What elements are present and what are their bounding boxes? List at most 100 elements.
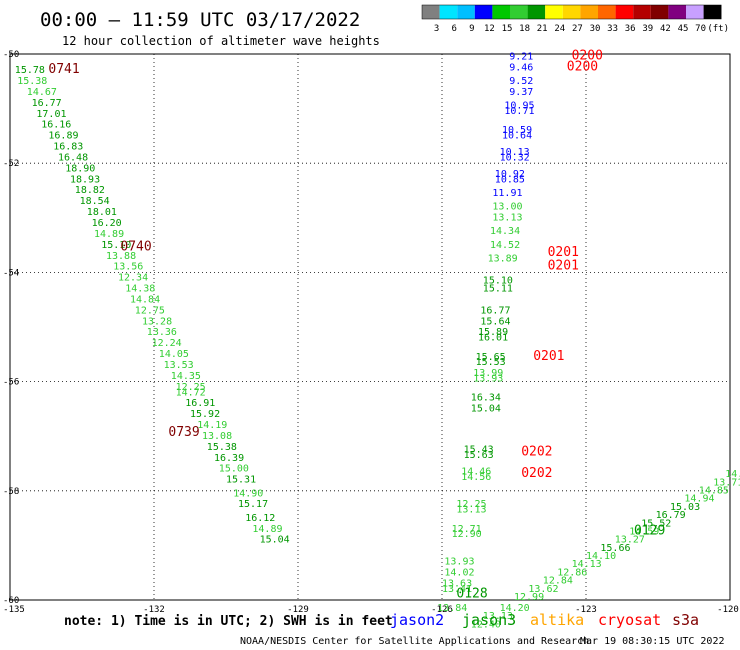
wave-height-label: 16.34	[471, 393, 501, 404]
scale-swatch	[615, 5, 634, 19]
wave-height-label: 12.71	[452, 524, 482, 535]
pass-time-label: 0200	[572, 48, 603, 63]
wave-height-label: 14.84	[130, 294, 160, 305]
wave-height-label: 15.04	[260, 535, 290, 546]
wave-height-label: 12.84	[543, 576, 573, 587]
scale-label: 15	[502, 24, 513, 34]
wave-height-label: 16.01	[478, 333, 508, 344]
scale-swatch	[562, 5, 581, 19]
wave-height-label: 13.13	[483, 611, 513, 622]
wave-height-label: 15.31	[226, 475, 256, 486]
wave-height-label: 14.02	[444, 567, 474, 578]
wave-height-label: 18.93	[70, 174, 100, 185]
scale-label: (ft)	[707, 24, 729, 34]
wave-height-label: 13.71	[713, 477, 740, 488]
wave-height-label: 13.13	[492, 213, 522, 224]
wave-height-label: 14.52	[490, 240, 520, 251]
wave-height-label: 9.21	[509, 51, 533, 62]
wave-height-label: 15.38	[207, 442, 237, 453]
scale-label: 45	[678, 24, 689, 34]
footer-note: note: 1) Time is in UTC; 2) SWH is in fe…	[64, 614, 393, 629]
wave-height-label: 10.13	[500, 147, 530, 158]
satellite-legend-item: cryosat	[598, 611, 661, 629]
wave-height-label: 13.08	[202, 431, 232, 442]
wave-height-label: 14.89	[252, 524, 282, 535]
scale-swatch	[439, 5, 458, 19]
wave-height-label: 16.77	[32, 98, 62, 109]
credit-text: NOAA/NESDIS Center for Satellite Applica…	[240, 636, 589, 647]
page-subtitle: 12 hour collection of altimeter wave hei…	[62, 34, 380, 48]
scale-label: 18	[519, 24, 530, 34]
scale-swatch	[650, 5, 669, 19]
wave-height-label: 12.90	[452, 529, 482, 540]
wave-height-label: 9.52	[509, 76, 533, 87]
wave-height-label: 16.83	[53, 142, 83, 153]
wave-height-label: 15.66	[600, 543, 630, 554]
pass-time-label: 0740	[120, 240, 151, 255]
wave-height-label: 15.38	[17, 76, 47, 87]
wave-height-label: 13.53	[164, 360, 194, 371]
wave-height-label: 14.20	[500, 603, 530, 614]
wave-height-label: 13.27	[615, 535, 645, 546]
wave-height-label: 15.65	[476, 352, 506, 363]
wave-height-label: 12.25	[176, 382, 206, 393]
wave-height-label: 10.32	[500, 152, 530, 163]
longitude-label: -129	[287, 605, 309, 615]
scale-swatch	[598, 5, 616, 19]
wave-height-label: 12.40	[471, 619, 501, 630]
wave-height-label: 16.12	[245, 513, 275, 524]
scale-label: 27	[572, 24, 583, 34]
satellite-legend-item: jason3	[462, 611, 516, 629]
wave-height-label: 15.04	[471, 404, 501, 415]
wave-height-label: 15.89	[478, 327, 508, 338]
wave-height-label: 18.90	[65, 163, 95, 174]
wave-height-label: 12.24	[152, 338, 182, 349]
longitude-label: -135	[3, 605, 25, 615]
scale-label: 39	[642, 24, 653, 34]
scale-swatch	[686, 5, 704, 19]
scale-label: 12	[484, 24, 495, 34]
grid-lines	[10, 54, 730, 600]
wave-height-label: 14.89	[94, 229, 124, 240]
wave-height-label: 18.82	[75, 185, 105, 196]
longitude-labels: -135 -132 -129 -126 -123 -120	[3, 605, 739, 615]
wave-height-label: 13.62	[528, 584, 558, 595]
wave-height-label: 13.63	[442, 578, 472, 589]
plot-frame	[9, 53, 731, 601]
latitude-label: -58	[3, 487, 19, 497]
pass-time-label: 0201	[533, 349, 564, 364]
pass-time-labels: 0741074007390200020002010201020102020202…	[48, 48, 665, 601]
wave-height-label: 16.79	[656, 510, 686, 521]
scale-swatch	[633, 5, 651, 19]
wave-height-label: 16.77	[480, 305, 510, 316]
scale-swatch	[668, 5, 686, 19]
latitude-label: -54	[3, 268, 19, 278]
wave-height-label: 13.41	[442, 584, 472, 595]
satellite-legend-item: s3a	[672, 611, 699, 629]
wave-height-label: 13.00	[492, 202, 522, 213]
wave-height-label: 15.10	[101, 240, 131, 251]
scale-label: 24	[554, 24, 565, 34]
scale-swatch	[510, 5, 528, 19]
wave-height-label: 12.34	[118, 273, 148, 284]
scale-swatch	[457, 5, 475, 19]
scale-swatch	[545, 5, 563, 19]
latitude-labels: -50 -52 -54 -56 -58 -60	[3, 50, 19, 606]
page-title: 00:00 – 11:59 UTC 03/17/2022	[40, 9, 360, 31]
wave-height-label: 13.84	[437, 603, 467, 614]
wave-height-label: 9.46	[509, 62, 533, 73]
scale-swatch	[474, 5, 493, 19]
pass-time-label: 0202	[521, 466, 552, 481]
latitude-label: -60	[3, 596, 19, 606]
scale-label: 6	[451, 24, 456, 34]
wave-height-label: 15.78	[15, 65, 45, 76]
wave-height-label: 14.34	[490, 226, 520, 237]
longitude-label: -123	[575, 605, 597, 615]
wave-height-label: 15.52	[641, 518, 671, 529]
wave-height-label: 18.54	[80, 196, 110, 207]
scale-label: 33	[607, 24, 618, 34]
wave-height-label: 17.01	[36, 109, 66, 120]
scale-swatch	[527, 5, 546, 19]
